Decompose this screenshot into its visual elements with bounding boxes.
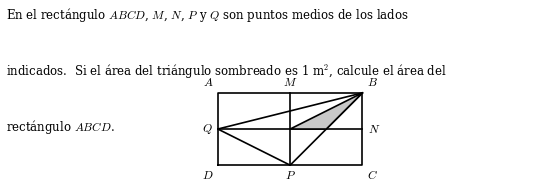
Polygon shape xyxy=(290,93,362,129)
Text: $\mathit{B}$: $\mathit{B}$ xyxy=(367,76,378,89)
Text: $\mathit{D}$: $\mathit{D}$ xyxy=(202,169,213,182)
Text: $\mathit{P}$: $\mathit{P}$ xyxy=(285,169,295,182)
Text: rectángulo $ABCD$.: rectángulo $ABCD$. xyxy=(6,118,115,136)
Text: $\mathit{A}$: $\mathit{A}$ xyxy=(203,76,213,89)
Text: $\mathit{N}$: $\mathit{N}$ xyxy=(368,122,381,136)
Text: indicados.  Si el área del triángulo sombreado es 1 m$^2$, calcule el área del: indicados. Si el área del triángulo somb… xyxy=(6,62,447,80)
Text: $\mathit{M}$: $\mathit{M}$ xyxy=(283,76,298,89)
Text: $\mathit{Q}$: $\mathit{Q}$ xyxy=(202,122,212,136)
Text: $\mathit{C}$: $\mathit{C}$ xyxy=(367,169,378,182)
Text: En el rectángulo $ABCD$, $M$, $N$, $P$ y $Q$ son puntos medios de los lados: En el rectángulo $ABCD$, $M$, $N$, $P$ y… xyxy=(6,6,409,24)
